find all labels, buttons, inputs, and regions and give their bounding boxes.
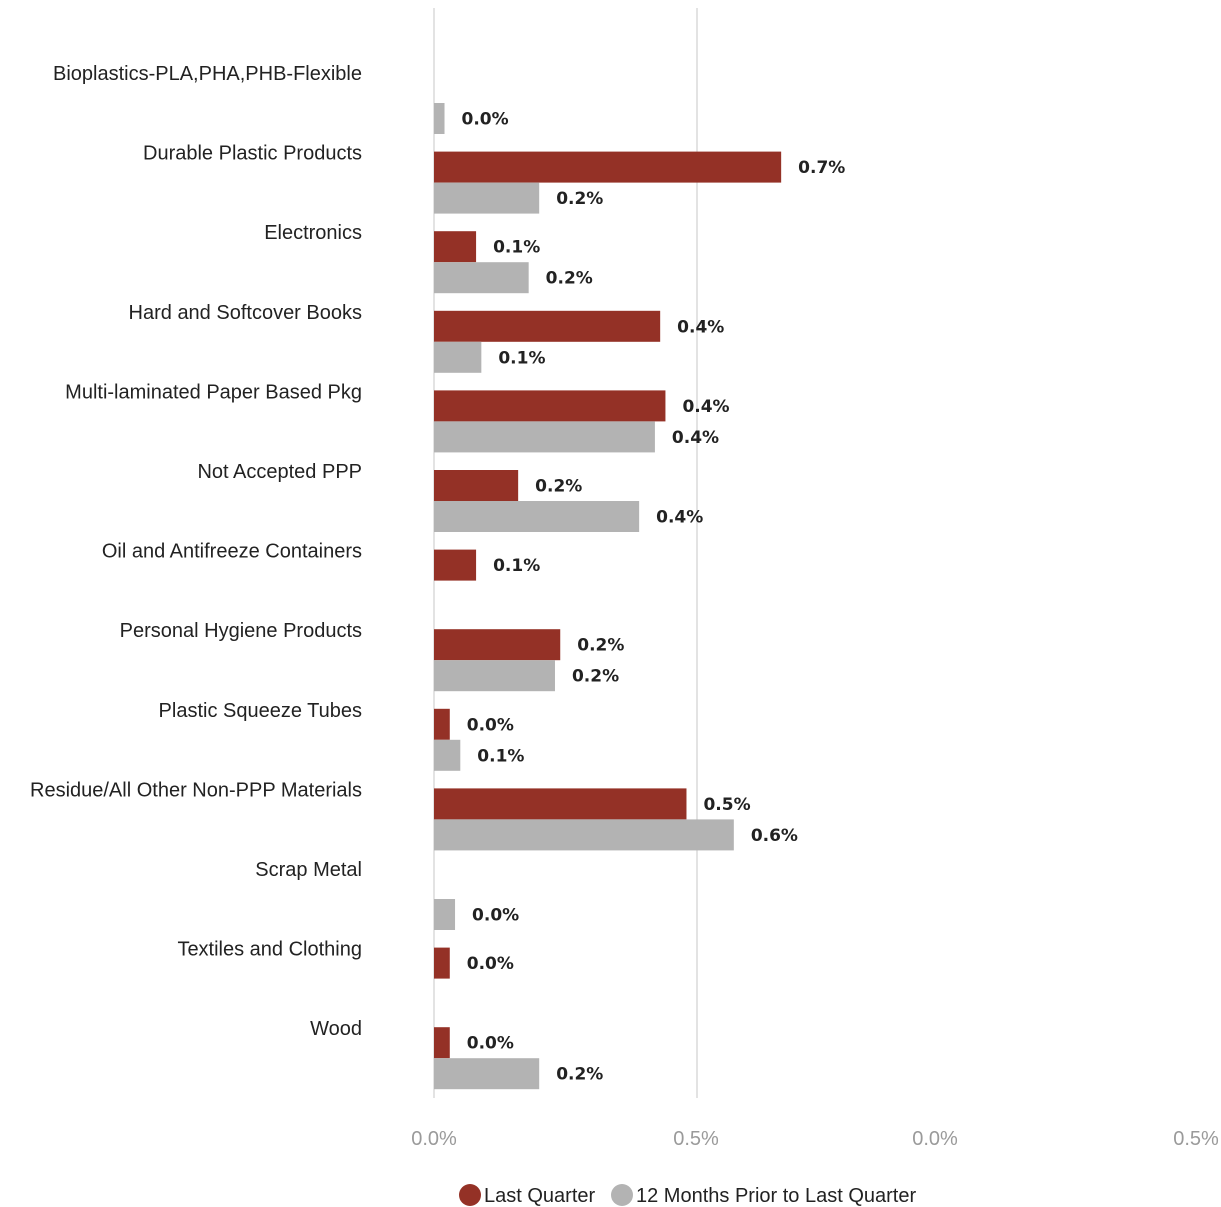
bar-last-quarter — [434, 310, 661, 342]
category-label: Hard and Softcover Books — [129, 302, 362, 324]
value-label: 0.2% — [535, 477, 582, 497]
bars — [434, 103, 782, 1090]
category-label: Bioplastics-PLA,PHA,PHB-Flexible — [53, 63, 362, 85]
value-labels: 0.0% 0.7% 0.2% 0.1% 0.2% 0.4% 0.1% 0.4% 0.4% 0.2%… — [462, 110, 846, 1085]
x-tick-label: 0.5% — [673, 1128, 719, 1150]
value-label: 0.0% — [462, 110, 509, 130]
bar-12-months-prior — [434, 1058, 540, 1090]
legend-label-12-months-prior: 12 Months Prior to Last Quarter — [636, 1185, 916, 1207]
value-label: 0.1% — [477, 746, 524, 766]
x-tick-label: 0.5% — [1173, 1128, 1219, 1150]
value-label: 0.4% — [672, 428, 719, 448]
category-label: Scrap Metal — [255, 859, 362, 881]
value-label: 0.1% — [498, 348, 545, 368]
value-label: 0.0% — [467, 954, 514, 974]
bar-12-months-prior — [434, 819, 734, 851]
legend: Last Quarter 12 Months Prior to Last Quar… — [459, 1184, 916, 1207]
value-label: 0.0% — [472, 906, 519, 926]
bar-last-quarter — [434, 390, 666, 422]
value-label: 0.6% — [751, 826, 798, 846]
legend-marker-12-months-prior — [611, 1184, 633, 1206]
value-label: 0.1% — [493, 238, 540, 258]
value-label: 0.0% — [467, 1034, 514, 1054]
value-label: 0.2% — [556, 189, 603, 209]
category-label: Wood — [310, 1018, 362, 1040]
category-label: Residue/All Other Non-PPP Materials — [30, 779, 362, 801]
value-label: 0.7% — [798, 158, 845, 178]
category-label: Durable Plastic Products — [143, 143, 362, 165]
bar-last-quarter — [434, 629, 561, 661]
bar-12-months-prior — [434, 182, 540, 214]
category-label: Not Accepted PPP — [197, 461, 362, 483]
category-label: Textiles and Clothing — [177, 939, 362, 961]
bar-12-months-prior — [434, 660, 555, 692]
bar-12-months-prior — [434, 103, 445, 134]
category-label: Personal Hygiene Products — [120, 620, 362, 642]
value-label: 0.4% — [682, 397, 729, 417]
category-label: Electronics — [264, 222, 362, 244]
value-label: 0.0% — [467, 715, 514, 735]
category-label: Oil and Antifreeze Containers — [102, 541, 362, 563]
category-label: Plastic Squeeze Tubes — [159, 700, 362, 722]
x-tick-label: 0.0% — [411, 1128, 457, 1150]
legend-label-last-quarter: Last Quarter — [484, 1185, 596, 1207]
bar-12-months-prior — [434, 899, 456, 930]
value-label: 0.2% — [546, 269, 593, 289]
category-labels: Bioplastics-PLA,PHA,PHB-Flexible Durable … — [30, 63, 362, 1040]
value-label: 0.1% — [493, 556, 540, 576]
bar-last-quarter — [434, 231, 477, 263]
x-tick-label: 0.0% — [912, 1128, 958, 1150]
bar-last-quarter — [434, 788, 687, 820]
bar-last-quarter — [434, 549, 477, 581]
bar-last-quarter — [434, 1027, 450, 1059]
category-label: Multi-laminated Paper Based Pkg — [65, 381, 362, 403]
value-label: 0.2% — [572, 667, 619, 687]
value-label: 0.4% — [677, 317, 724, 337]
x-axis-ticks: 0.0% 0.5% 0.0% 0.5% — [411, 1128, 1219, 1150]
bar-last-quarter — [434, 708, 450, 740]
value-label: 0.4% — [656, 508, 703, 528]
bar-12-months-prior — [434, 739, 461, 771]
legend-marker-last-quarter — [459, 1184, 481, 1206]
bar-last-quarter — [434, 947, 450, 979]
bar-last-quarter — [434, 470, 519, 501]
bar-12-months-prior — [434, 262, 529, 294]
bar-last-quarter — [434, 151, 782, 183]
bar-12-months-prior — [434, 341, 482, 373]
value-label: 0.2% — [577, 636, 624, 656]
value-label: 0.2% — [556, 1065, 603, 1085]
bar-12-months-prior — [434, 501, 640, 532]
value-label: 0.5% — [703, 795, 750, 815]
bar-12-months-prior — [434, 421, 655, 453]
